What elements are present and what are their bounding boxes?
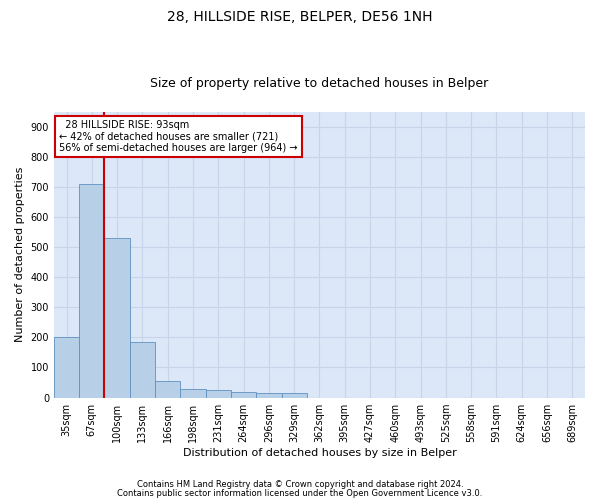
Text: 28, HILLSIDE RISE, BELPER, DE56 1NH: 28, HILLSIDE RISE, BELPER, DE56 1NH (167, 10, 433, 24)
Bar (281, 393, 307, 398)
Bar (256, 393, 281, 398)
Bar (54, 338, 79, 398)
Bar (206, 390, 231, 398)
Text: Contains HM Land Registry data © Crown copyright and database right 2024.: Contains HM Land Registry data © Crown c… (137, 480, 463, 489)
X-axis label: Distribution of detached houses by size in Belper: Distribution of detached houses by size … (182, 448, 457, 458)
Bar (181, 388, 206, 398)
Y-axis label: Number of detached properties: Number of detached properties (15, 167, 25, 342)
Title: Size of property relative to detached houses in Belper: Size of property relative to detached ho… (151, 76, 488, 90)
Bar (231, 392, 256, 398)
Bar (155, 381, 181, 398)
Bar (79, 184, 104, 398)
Text: Contains public sector information licensed under the Open Government Licence v3: Contains public sector information licen… (118, 488, 482, 498)
Bar (104, 238, 130, 398)
Bar (130, 342, 155, 398)
Text: 28 HILLSIDE RISE: 93sqm  
← 42% of detached houses are smaller (721)
56% of semi: 28 HILLSIDE RISE: 93sqm ← 42% of detache… (59, 120, 298, 154)
